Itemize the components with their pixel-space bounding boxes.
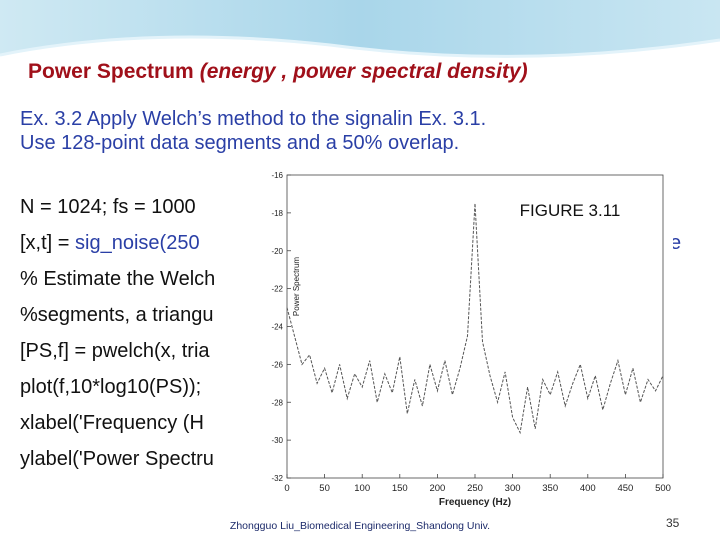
y-axis-label: Power Spectrum: [292, 257, 301, 316]
y-tick-label: -22: [271, 285, 283, 294]
y-tick-label: -16: [271, 171, 283, 180]
code-line: % Estimate the Welch: [20, 268, 216, 290]
title-main: Power Spectrum: [28, 60, 194, 83]
x-tick-label: 50: [319, 483, 330, 494]
title-paren: (energy , power spectral density): [199, 60, 528, 83]
page-number: 35: [666, 516, 680, 530]
y-tick-label: -18: [271, 209, 283, 218]
footer: Zhongguo Liu_Biomedical Engineering_Shan…: [229, 520, 491, 532]
spectrum-line: [286, 203, 664, 435]
slide-title: Power Spectrum (energy , power spectral d…: [28, 60, 528, 84]
code-line: %segments, a triangu: [20, 304, 214, 326]
x-tick-label: 350: [542, 483, 558, 494]
header-band: [0, 0, 720, 57]
x-tick-label: 400: [580, 483, 596, 494]
x-tick-label: 200: [429, 483, 445, 494]
x-axis-label: Frequency (Hz): [439, 497, 511, 508]
y-tick-label: -26: [271, 360, 283, 369]
code-line: [x,t] = sig_noise(250: [20, 232, 200, 255]
code-line: [PS,f] = pwelch(x, tria: [20, 340, 210, 362]
figure-background: [283, 170, 673, 500]
x-tick-label: 300: [505, 483, 521, 494]
x-tick-label: 250: [467, 483, 483, 494]
code-line: e: [670, 232, 682, 254]
x-tick-label: 0: [284, 483, 289, 494]
code-line: plot(f,10*log10(PS));: [20, 376, 202, 398]
code-text: [x,t] =: [20, 232, 76, 254]
code-line: ylabel('Power Spectru: [20, 448, 214, 470]
figure-title: FIGURE 3.11: [520, 201, 621, 220]
code-line: N = 1024; fs = 1000: [20, 196, 196, 218]
y-tick-label: -30: [271, 436, 283, 445]
exercise-line: Ex. 3.2 Apply Welch’s method to the sign…: [20, 108, 487, 130]
x-tick-label: 450: [617, 483, 633, 494]
x-tick-label: 150: [392, 483, 408, 494]
y-tick-label: -20: [271, 247, 283, 256]
x-tick-label: 100: [354, 483, 370, 494]
code-text: sig_noise(250: [75, 232, 200, 254]
x-tick-label: 500: [655, 483, 671, 494]
y-tick-label: -32: [271, 474, 283, 483]
exercise-line: Use 128-point data segments and a 50% ov…: [20, 132, 460, 154]
y-tick-label: -24: [271, 323, 283, 332]
y-tick-label: -28: [271, 398, 283, 407]
header-curve: [0, 35, 720, 58]
code-line: xlabel('Frequency (H: [20, 412, 204, 434]
